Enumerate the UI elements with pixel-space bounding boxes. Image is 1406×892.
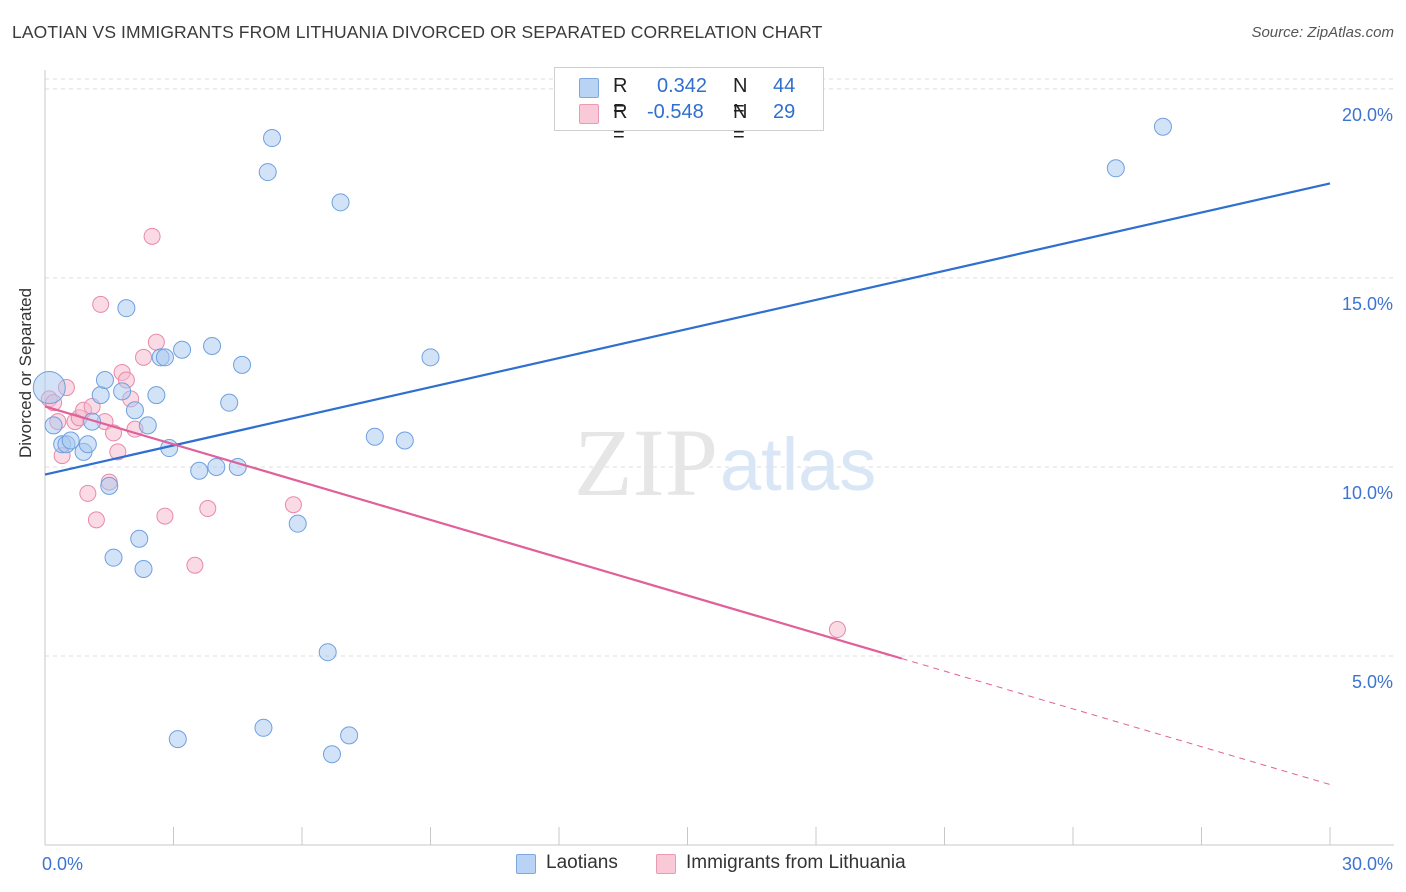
lithuania-point [156,507,174,525]
lithuania-trend-line [44,405,902,660]
lithuania-point [186,556,204,574]
laotian-point [233,355,252,374]
laotian-point [78,435,97,454]
laotian-point [125,401,144,420]
chart-title: LAOTIAN VS IMMIGRANTS FROM LITHUANIA DIV… [12,22,823,42]
laotian-point [220,393,239,412]
laotian-point [32,371,66,405]
lithuania-point [79,484,97,502]
legend-r-value: -0.548 [647,101,704,123]
watermark-atlas: atlas [720,423,876,506]
laotian-point [365,427,384,446]
lithuania-point [109,443,127,461]
laotian-point [263,129,282,148]
laotian-point [155,348,174,367]
laotian-point [138,416,157,435]
laotian-point [1106,159,1125,178]
bottom-swatch-blue [516,854,536,874]
y-tick-label: 20.0% [1342,105,1393,125]
legend-n-value: 29 [773,101,796,123]
axes [44,70,1394,846]
legend-swatch-pink [579,104,599,124]
laotian-point [95,371,114,389]
laotian-point [113,382,132,401]
laotian-point [254,718,273,737]
laotian-point [130,529,149,548]
laotian-point [173,340,192,359]
legend-r-value: 0.342 [657,75,708,97]
legend-n-label: N = [733,75,748,120]
bottom-legend-label: Laotians [546,852,618,873]
x-tick-label: 30.0% [1342,854,1393,874]
laotian-point [134,560,153,579]
lithuania-point [92,295,110,313]
laotian-point [168,730,187,749]
laotian-point [203,336,222,355]
laotian-point [91,386,110,405]
trend-lines [44,182,1331,785]
tick-labels: 5.0% 10.0% 15.0% 20.0% 0.0% 30.0% [42,105,1393,874]
y-tick-label: 10.0% [1342,483,1393,503]
y-tick-label: 15.0% [1342,294,1393,314]
laotian-point [322,745,341,764]
lithuania-point [199,500,217,518]
laotian-points [32,117,1172,764]
laotian-point [258,163,277,182]
legend-n-label: N = [733,101,748,146]
lithuania-point [147,333,165,351]
legend-swatch-blue [579,78,599,98]
x-tick-label: 0.0% [42,854,83,874]
laotian-point [395,431,414,450]
laotian-point [288,514,307,533]
legend-r-label: R = [613,75,628,120]
y-axis-label: Divorced or Separated [16,287,35,458]
laotian-point [104,548,123,567]
laotian-point [421,348,440,367]
lithuania-trend-extension [901,658,1331,785]
lithuania-point [135,348,153,366]
laotian-point [207,457,226,476]
laotian-point [1153,117,1172,136]
laotian-point [44,416,63,435]
stats-legend: R = 0.342 N = 44 R = -0.548 N = 29 [554,67,824,146]
lithuania-point [87,511,105,529]
laotian-point [318,643,337,662]
source-label: Source: ZipAtlas.com [1251,24,1394,41]
laotian-point [340,726,359,745]
legend-r-label: R = [613,101,628,146]
laotian-point [331,193,350,212]
legend-n-value: 44 [773,75,796,97]
bottom-legend-label: Immigrants from Lithuania [686,852,906,873]
laotian-point [117,299,136,318]
laotian-point [147,386,166,405]
lithuania-point [143,227,161,245]
y-tick-label: 5.0% [1352,672,1393,692]
laotian-point [100,476,119,495]
watermark-zip: ZIP [574,409,718,516]
laotian-trend-line [44,182,1331,476]
lithuania-point [284,496,302,514]
lithuania-point [828,621,846,639]
laotian-point [83,412,102,431]
laotian-point [190,461,209,480]
bottom-swatch-pink [656,854,676,874]
laotian-point [61,431,80,450]
